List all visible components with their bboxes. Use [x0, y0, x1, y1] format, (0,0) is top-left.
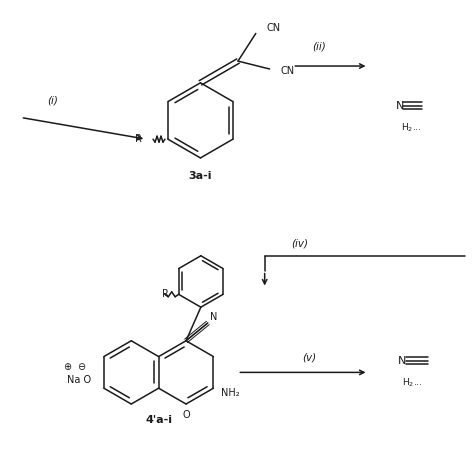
Text: (v): (v) [302, 353, 316, 363]
Text: H$_2$...: H$_2$... [401, 121, 422, 134]
Text: N: N [398, 356, 407, 365]
Text: (ii): (ii) [312, 41, 326, 51]
Text: NH₂: NH₂ [221, 388, 240, 398]
Text: ⊕: ⊕ [63, 363, 71, 373]
Text: CN: CN [281, 66, 295, 76]
Text: CN: CN [267, 24, 281, 34]
Text: (iv): (iv) [291, 239, 308, 249]
Text: ⊖: ⊖ [77, 363, 85, 373]
Text: 3a-i: 3a-i [189, 171, 212, 181]
Text: R: R [162, 289, 169, 299]
Text: N: N [210, 312, 217, 322]
Text: H$_2$...: H$_2$... [402, 376, 423, 389]
Text: 4'a-i: 4'a-i [145, 415, 172, 425]
Text: N: N [396, 100, 404, 110]
Text: R: R [136, 134, 142, 144]
Text: Na O: Na O [67, 375, 91, 385]
Text: O: O [182, 410, 190, 420]
Text: (i): (i) [47, 96, 58, 106]
